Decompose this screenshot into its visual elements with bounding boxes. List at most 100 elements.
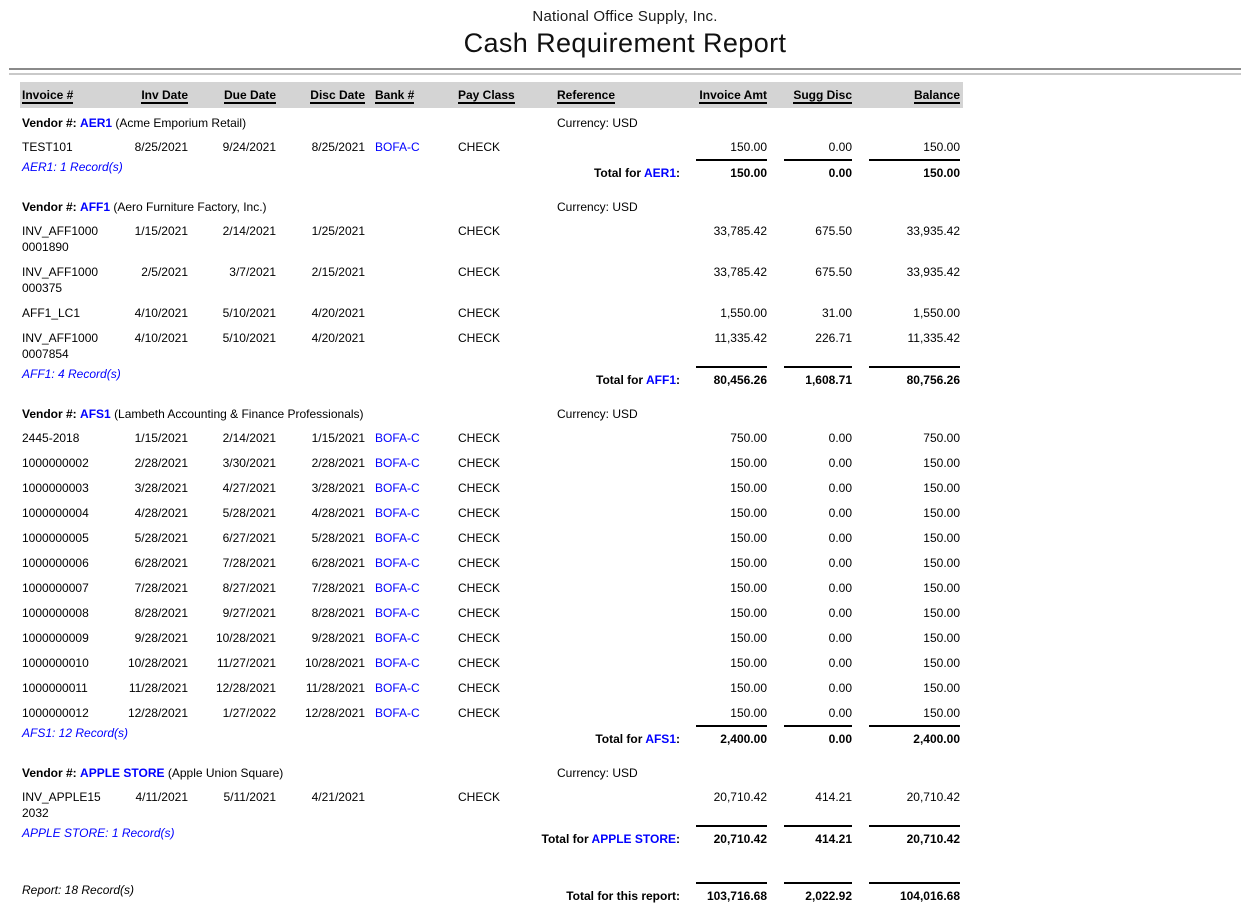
column-header: Inv Date: [141, 88, 188, 104]
cell-sugg-disc: 0.00: [770, 700, 855, 725]
cell-text: 150.00: [730, 556, 767, 570]
bank-link[interactable]: BOFA-C: [375, 656, 420, 670]
cell-text: 150.00: [923, 581, 960, 595]
cell-reference: [549, 650, 682, 675]
bank-link[interactable]: BOFA-C: [375, 681, 420, 695]
cell-sugg-disc: 0.00: [770, 525, 855, 550]
cell-disc-date: 4/20/2021: [278, 300, 367, 325]
column-header: Pay Class: [458, 88, 515, 104]
cell-pay-class: CHECK: [450, 675, 549, 700]
total-vendor-code-link[interactable]: AER1: [643, 166, 676, 180]
vendor-label: Vendor #:: [22, 200, 77, 214]
total-vendor-code-link[interactable]: APPLE STORE: [591, 832, 676, 846]
cell-sugg-disc: 31.00: [770, 300, 855, 325]
bank-link[interactable]: BOFA-C: [375, 431, 420, 445]
vendor-code-link[interactable]: APPLE STORE: [80, 766, 165, 780]
cell-text: 2/14/2021: [222, 224, 276, 238]
cell-text: 7/28/2021: [311, 581, 365, 595]
cell-sugg-disc: 226.71: [770, 325, 855, 366]
cell-text: 9/28/2021: [134, 631, 188, 645]
cell-text: 1000000010: [22, 656, 89, 670]
cell-invoice-amt: 33,785.42: [682, 218, 770, 259]
cell-text: 1/15/2021: [311, 431, 365, 445]
column-header-cell: Disc Date: [278, 82, 367, 108]
bank-link[interactable]: BOFA-C: [375, 531, 420, 545]
cell-text: 3/28/2021: [311, 481, 365, 495]
cell-bank: BOFA-C: [367, 625, 450, 650]
total-label-prefix: Total for: [593, 166, 642, 180]
bank-link[interactable]: BOFA-C: [375, 140, 420, 154]
cell-inv-date: 10/28/2021: [112, 650, 190, 675]
total-amount: 150.00: [869, 159, 960, 181]
table-header: Invoice # Inv Date Due Date Disc Date Bank #…: [20, 82, 963, 108]
column-header: Bank #: [375, 88, 415, 104]
cell-text: 1000000012: [22, 706, 89, 720]
bank-link[interactable]: BOFA-C: [375, 606, 420, 620]
cell-bank: BOFA-C: [367, 134, 450, 159]
total-label-prefix: Total for: [541, 832, 589, 846]
total-label-colon: :: [676, 166, 680, 180]
column-header-cell: Invoice Amt: [682, 82, 770, 108]
cell-invoice-amt: 150.00: [682, 650, 770, 675]
cell-text: 4/21/2021: [311, 790, 365, 804]
grand-total-balance: 104,016.68: [855, 882, 963, 911]
total-sugg-disc: 0.00: [770, 725, 855, 754]
cell-balance: 150.00: [855, 675, 963, 700]
vendor-code-link[interactable]: AER1: [80, 116, 113, 130]
column-header-cell: Pay Class: [450, 82, 549, 108]
currency-cell: Currency: USD: [549, 758, 682, 784]
cell-text: 4/10/2021: [134, 331, 188, 345]
cell-text: 1000000003: [22, 481, 89, 495]
cell-due-date: 5/11/2021: [190, 784, 278, 825]
grand-total-row: Report: 18 Record(s) Total for this repor…: [20, 882, 963, 911]
cell-text: 6/28/2021: [311, 556, 365, 570]
cell-text: 226.71: [815, 331, 852, 345]
vendor-code-link[interactable]: AFF1: [80, 200, 111, 214]
company-name: National Office Supply, Inc.: [532, 8, 718, 25]
cell-text: CHECK: [458, 306, 501, 320]
cell-invoice: 1000000003: [20, 475, 112, 500]
bank-link[interactable]: BOFA-C: [375, 631, 420, 645]
column-header: Balance: [913, 88, 960, 104]
cell-invoice: 1000000004: [20, 500, 112, 525]
cell-balance: 150.00: [855, 575, 963, 600]
cell-text: CHECK: [458, 681, 501, 695]
total-vendor-code-link[interactable]: AFS1: [645, 732, 676, 746]
cell-balance: 150.00: [855, 525, 963, 550]
bank-link[interactable]: BOFA-C: [375, 556, 420, 570]
cell-text: 10/28/2021: [215, 631, 276, 645]
cell-balance: 150.00: [855, 134, 963, 159]
column-header: Due Date: [223, 88, 276, 104]
cell-reference: [549, 134, 682, 159]
cell-invoice-amt: 20,710.42: [682, 784, 770, 825]
cell-disc-date: 2/15/2021: [278, 259, 367, 300]
cell-bank: BOFA-C: [367, 600, 450, 625]
invoice-row: 1000000011 11/28/2021 12/28/2021 11/28/2021…: [20, 675, 963, 700]
total-label: Total for AFF1:: [596, 372, 680, 388]
bank-link[interactable]: BOFA-C: [375, 706, 420, 720]
invoice-row: 1000000008 8/28/2021 9/27/2021 8/28/2021 BOF…: [20, 600, 963, 625]
vendor-name: (Lambeth Accounting & Finance Profession…: [114, 407, 364, 421]
cell-invoice: 1000000005: [20, 525, 112, 550]
cell-text: 2/28/2021: [311, 456, 365, 470]
cell-inv-date: 9/28/2021: [112, 625, 190, 650]
cell-text: 31.00: [821, 306, 852, 320]
bank-link[interactable]: BOFA-C: [375, 481, 420, 495]
cell-invoice-amt: 1,550.00: [682, 300, 770, 325]
total-balance: 150.00: [855, 159, 963, 188]
total-vendor-code-link[interactable]: AFF1: [646, 373, 676, 387]
cell-balance: 150.00: [855, 650, 963, 675]
cell-invoice-amt: 150.00: [682, 625, 770, 650]
cell-text: 11/28/2021: [128, 681, 188, 695]
currency-cell: Currency: USD: [549, 192, 682, 218]
cell-text: 5/11/2021: [223, 790, 277, 804]
cell-text: 150.00: [923, 506, 960, 520]
bank-link[interactable]: BOFA-C: [375, 581, 420, 595]
total-balance: 2,400.00: [855, 725, 963, 754]
bank-link[interactable]: BOFA-C: [375, 456, 420, 470]
bank-link[interactable]: BOFA-C: [375, 506, 420, 520]
vendor-code-link[interactable]: AFS1: [80, 407, 111, 421]
grand-total-label: Total for this report:: [566, 889, 680, 903]
cell-text: 2/28/2021: [134, 456, 188, 470]
